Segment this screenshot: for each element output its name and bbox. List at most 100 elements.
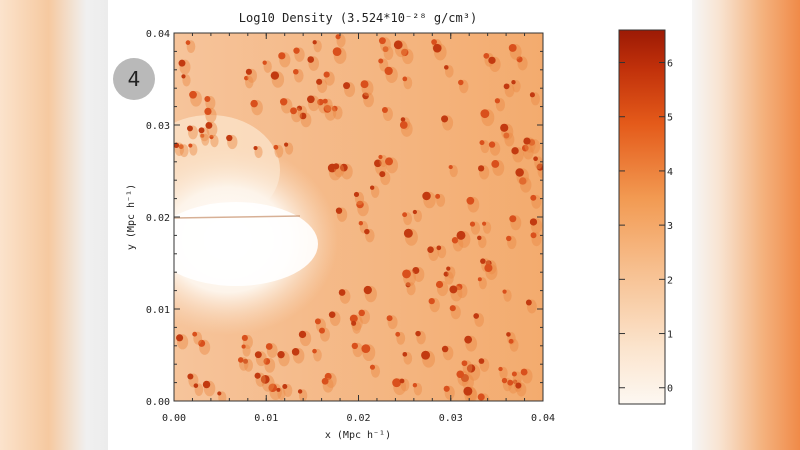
density-clump: [356, 200, 364, 209]
x-tick-label: 0.03: [439, 413, 463, 424]
density-clump: [293, 68, 299, 75]
density-clump: [511, 147, 519, 155]
density-clump: [360, 80, 369, 89]
density-clump: [204, 95, 211, 102]
density-clump: [333, 163, 340, 170]
density-clumps: [174, 34, 543, 401]
density-clump: [254, 351, 262, 359]
density-clump: [503, 132, 510, 139]
density-clump: [378, 154, 383, 160]
density-clump: [204, 107, 212, 116]
density-clump: [503, 83, 510, 90]
colorbar: [619, 30, 665, 404]
y-tick-label: 0.01: [146, 305, 170, 316]
density-clump: [307, 56, 315, 63]
y-axis: 0.00 0.01 0.02 0.03 0.04: [146, 29, 543, 408]
density-clump: [435, 193, 441, 199]
density-clump: [187, 125, 193, 132]
density-clump: [358, 309, 365, 317]
density-field: [174, 33, 543, 401]
density-clump: [241, 334, 248, 342]
density-clump: [198, 127, 205, 134]
density-clump: [273, 144, 279, 150]
density-clump: [263, 358, 271, 365]
density-clump: [299, 112, 307, 120]
density-clump: [412, 266, 420, 274]
density-clump: [369, 185, 375, 190]
density-clump: [480, 258, 486, 264]
density-clump: [378, 58, 384, 64]
density-clump: [509, 215, 517, 223]
density-clump: [428, 298, 435, 305]
density-clump: [506, 332, 511, 337]
chart-title: Log10 Density (3.524*10⁻²⁸ g/cm³): [239, 11, 477, 25]
density-clump: [312, 40, 317, 45]
density-clump: [282, 383, 288, 390]
density-clump: [399, 121, 408, 129]
density-clump: [477, 235, 482, 241]
density-clump: [478, 358, 485, 364]
density-clump: [245, 68, 252, 75]
density-clump: [277, 350, 285, 359]
y-tick-label: 0.00: [146, 397, 170, 408]
density-clump: [488, 56, 496, 64]
density-clump: [291, 348, 300, 356]
density-clump: [529, 92, 535, 98]
density-clump: [400, 117, 406, 122]
y-tick-label: 0.04: [146, 29, 170, 40]
density-clump: [494, 98, 501, 104]
density-clump: [502, 289, 507, 294]
density-clump: [386, 315, 393, 322]
density-clump: [181, 74, 186, 79]
density-clump: [393, 40, 403, 50]
density-clump: [516, 56, 523, 63]
density-clump: [321, 377, 329, 385]
density-clump: [284, 142, 289, 147]
density-clump: [361, 344, 371, 354]
density-clump: [298, 330, 307, 339]
density-clump: [482, 221, 487, 226]
density-clump: [431, 39, 437, 45]
colorbar-tick-label: 1: [667, 330, 673, 341]
density-clump: [384, 66, 393, 76]
density-clump: [237, 357, 244, 363]
density-clump: [353, 191, 360, 198]
density-clump: [343, 82, 351, 90]
density-clump: [421, 350, 431, 360]
density-clump: [217, 391, 222, 396]
density-clump: [382, 46, 389, 53]
density-clump: [185, 40, 191, 45]
density-clump: [351, 342, 359, 350]
density-clump: [458, 79, 464, 86]
density-clump: [205, 121, 213, 129]
density-clump: [379, 171, 386, 178]
density-clump: [521, 144, 529, 152]
density-clump: [189, 90, 197, 99]
density-clump: [466, 196, 475, 205]
density-clump: [435, 280, 444, 289]
density-clump: [483, 52, 490, 59]
density-clump: [318, 327, 325, 334]
density-clump: [446, 266, 451, 271]
density-clump: [198, 339, 206, 347]
density-clump: [444, 65, 449, 70]
density-clump: [317, 98, 324, 106]
density-clump: [480, 109, 490, 119]
x-tick-label: 0.04: [531, 413, 555, 424]
x-tick-label: 0.02: [346, 413, 370, 424]
density-clump: [322, 98, 328, 104]
density-clump: [399, 378, 405, 384]
background-blur-left: [0, 0, 108, 450]
density-clump: [244, 75, 249, 81]
density-clump: [290, 107, 297, 115]
colorbar-ticks: 0 1 2 3 4 5 6: [619, 59, 673, 395]
density-clump: [484, 263, 493, 273]
density-clump: [307, 95, 315, 104]
filament-streak: [174, 215, 301, 219]
density-clump: [270, 71, 280, 80]
density-clump: [363, 285, 372, 295]
density-clump: [328, 311, 336, 318]
density-clump: [451, 237, 459, 244]
density-clump: [508, 338, 514, 344]
